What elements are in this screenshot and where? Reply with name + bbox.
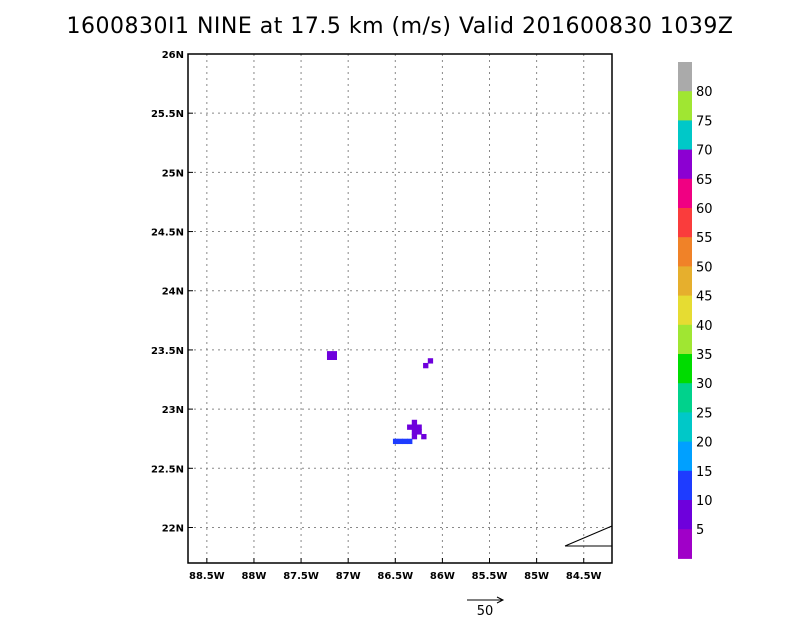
colorbar-segment (678, 354, 692, 384)
colorbar-segment (678, 500, 692, 530)
y-tick-label: 22.5N (151, 464, 184, 475)
data-cell (411, 424, 418, 430)
data-cell (411, 419, 418, 426)
data-cells (326, 351, 434, 445)
data-cell (331, 351, 337, 357)
colorbar-label: 40 (696, 319, 713, 334)
y-tick-label: 24.5N (151, 228, 184, 239)
x-tick-label: 87.5W (283, 571, 319, 582)
colorbar-label: 15 (696, 465, 713, 480)
x-axis-ticks: 88.5W 88W 87.5W 87W 86.5W 86W 85.5W 85W 84.5W (189, 558, 602, 582)
plot-frame (187, 53, 613, 564)
colorbar-segment (678, 120, 692, 151)
colorbar-label: 60 (696, 202, 713, 217)
y-tick-label: 26N (162, 50, 184, 61)
data-cell (402, 438, 408, 445)
colorbar-label: 45 (696, 290, 713, 305)
x-tick-label: 88.5W (189, 571, 225, 582)
colorbar-segment (678, 62, 692, 92)
y-tick-label: 23.5N (151, 346, 184, 357)
colorbar-label: 50 (696, 260, 713, 275)
y-tick-label: 24N (162, 287, 184, 298)
x-tick-label: 85W (524, 571, 549, 582)
colorbar-segment (678, 412, 692, 443)
data-cell (331, 354, 337, 360)
colorbar-segment (678, 383, 692, 413)
data-cell (407, 438, 413, 445)
colorbar-segment (678, 91, 692, 121)
data-cell (411, 429, 418, 435)
data-cell (427, 358, 434, 364)
x-tick-label: 85.5W (472, 571, 508, 582)
reference-vector-arrowhead (496, 596, 505, 604)
y-tick-label: 23N (162, 405, 184, 416)
x-tick-label: 86.5W (377, 571, 413, 582)
y-tick-label: 25.5N (151, 109, 184, 120)
track-line (564, 525, 613, 547)
y-axis-ticks: 22N 22.5N 23N 23.5N 24N 24.5N 25N 25.5N 26N (151, 50, 193, 534)
colorbar-segment (678, 441, 692, 472)
colorbar-segment (678, 149, 692, 180)
data-cell (421, 433, 427, 440)
data-cell (392, 438, 399, 445)
grid-lines (188, 53, 612, 563)
colorbar-segment (678, 295, 692, 326)
colorbar-segment (678, 237, 692, 267)
colorbar-label: 35 (696, 348, 713, 363)
colorbar-label: 80 (696, 85, 713, 100)
data-cell (423, 362, 429, 369)
reference-vector-label: 50 (477, 604, 494, 618)
x-tick-label: 88W (241, 571, 266, 582)
reference-vector: 50 (467, 596, 505, 618)
colorbar-label: 70 (696, 144, 713, 159)
y-tick-label: 25N (162, 168, 184, 179)
colorbar-segment (678, 208, 692, 238)
chart-title: 1600830I1 NINE at 17.5 km (m/s) Valid 20… (66, 14, 734, 39)
data-cell (416, 424, 422, 430)
colorbar-label: 30 (696, 377, 713, 392)
data-cell (416, 429, 422, 435)
data-cell (407, 424, 413, 430)
colorbar-segment (678, 529, 692, 559)
colorbar-label: 5 (696, 523, 704, 538)
colorbar-segment (678, 470, 692, 501)
x-tick-label: 87W (336, 571, 361, 582)
data-cell (411, 433, 418, 440)
colorbar-segment (678, 324, 692, 355)
x-tick-label: 86W (430, 571, 455, 582)
colorbar-label: 65 (696, 173, 713, 188)
data-cell (326, 354, 333, 360)
x-tick-label: 84.5W (566, 571, 602, 582)
colorbar-segment (678, 178, 692, 209)
data-cell (326, 351, 333, 357)
storm-track-lines (564, 525, 613, 547)
colorbar-segment (678, 266, 692, 297)
colorbar-label: 20 (696, 436, 713, 451)
y-tick-label: 22N (162, 523, 184, 534)
colorbar-label: 75 (696, 114, 713, 129)
colorbar-label: 55 (696, 231, 713, 246)
data-cell (397, 438, 403, 445)
colorbar: 5 10 15 20 25 30 35 40 45 50 55 60 65 70 75 80 (678, 62, 713, 559)
colorbar-label: 10 (696, 494, 713, 509)
colorbar-label: 25 (696, 406, 713, 421)
